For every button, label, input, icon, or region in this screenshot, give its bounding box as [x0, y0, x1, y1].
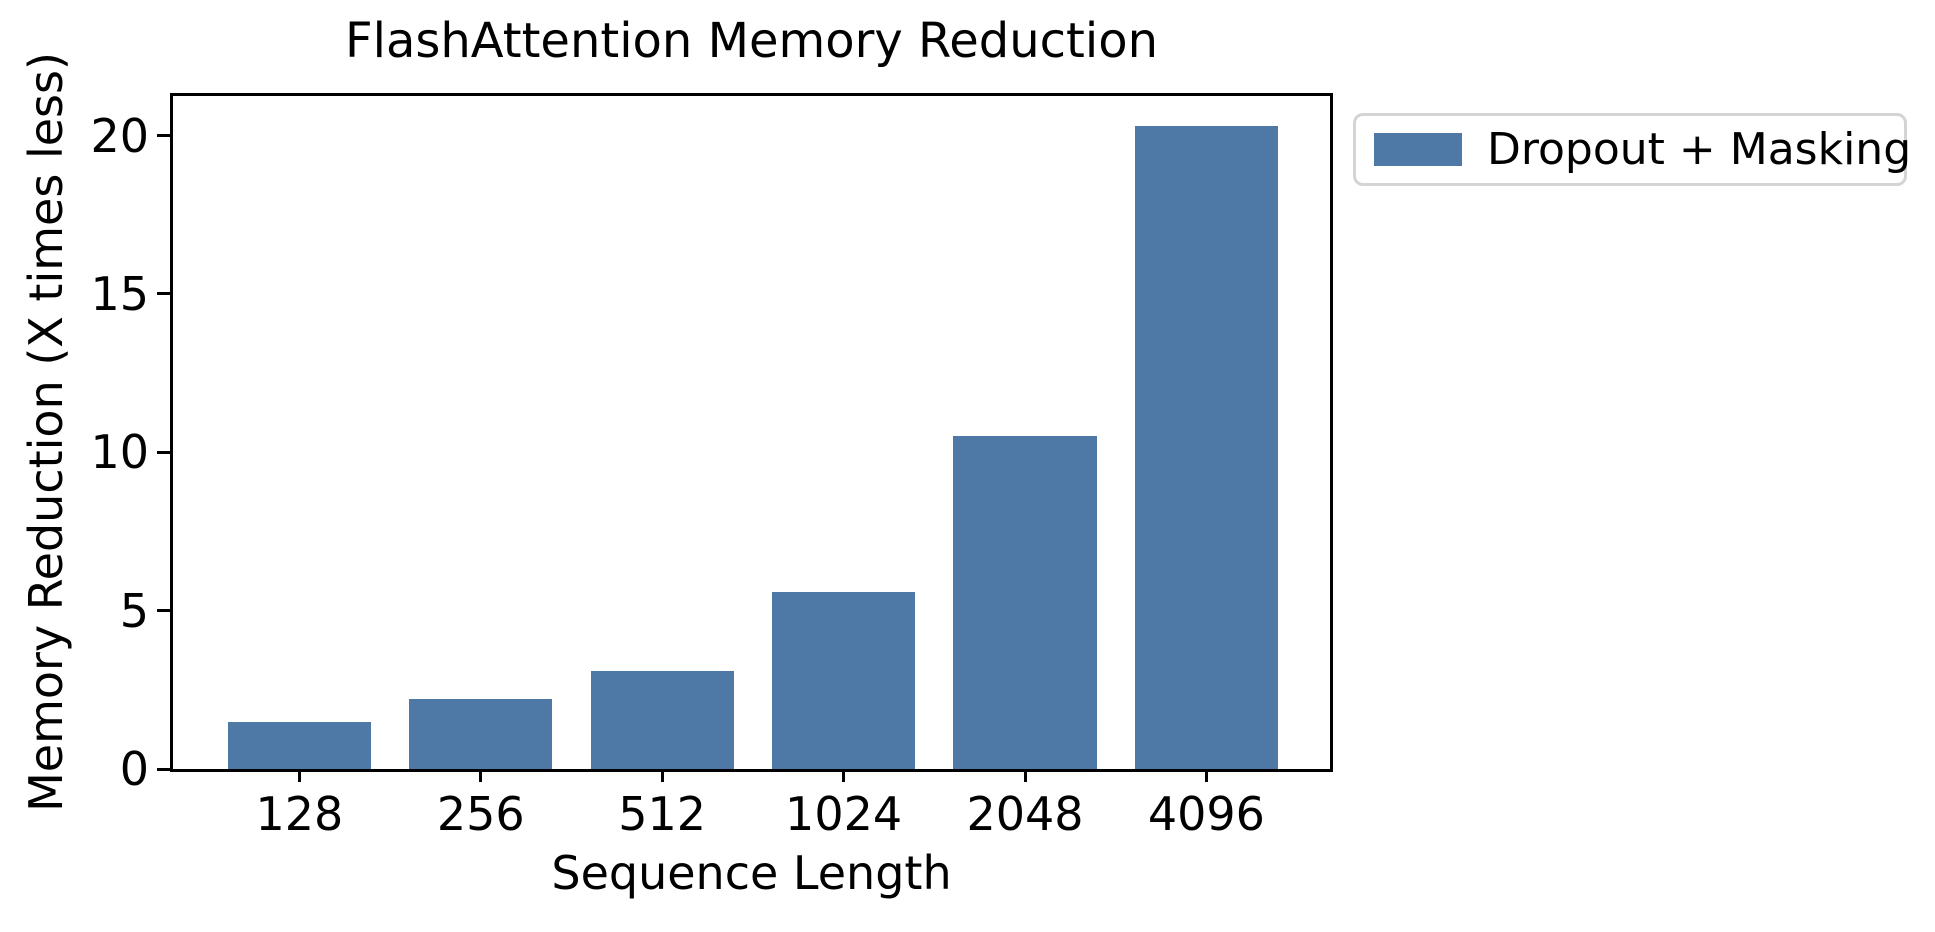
x-tick-mark: [660, 769, 664, 782]
bar-1024: [771, 591, 916, 769]
y-tick-label: 10: [90, 425, 149, 480]
legend-swatch: [1374, 133, 1462, 166]
bar-2048: [953, 436, 1097, 769]
bar-4096: [1134, 126, 1279, 769]
x-tick-mark: [842, 769, 846, 782]
x-tick-mark: [297, 769, 301, 782]
x-tick-label: 128: [255, 787, 344, 841]
y-tick-mark: [157, 767, 170, 771]
y-tick-mark: [157, 609, 170, 613]
y-tick-label: 0: [119, 742, 149, 796]
x-tick-mark: [1204, 769, 1208, 782]
x-tick-label: 2048: [966, 787, 1084, 841]
y-tick-mark: [157, 292, 170, 296]
y-tick-label: 20: [90, 108, 149, 163]
x-tick-label: 256: [436, 787, 525, 841]
x-tick-label: 4096: [1147, 787, 1265, 841]
chart-title: FlashAttention Memory Reduction: [345, 13, 1158, 69]
y-tick-mark: [157, 134, 170, 138]
y-axis-label: Memory Reduction (X times less): [19, 52, 73, 812]
x-axis-label: Sequence Length: [551, 846, 952, 900]
plot-area: 0 5 10 15 20 128 256 512 1024 2048 4096: [90, 93, 1333, 839]
x-tick-label: 1024: [785, 787, 903, 841]
legend: Dropout + Masking: [1353, 113, 1911, 186]
x-tick-label: 512: [618, 787, 707, 841]
y-tick-mark: [157, 450, 170, 454]
bar-128: [227, 721, 371, 769]
bar-256: [409, 699, 553, 769]
x-tick-mark: [479, 769, 483, 782]
y-tick-label: 15: [90, 266, 149, 321]
bar-512: [590, 670, 734, 769]
legend-label: Dropout + Masking: [1487, 123, 1912, 175]
x-tick-mark: [1023, 769, 1027, 782]
bars-layer: [173, 96, 1330, 769]
y-tick-label: 5: [119, 583, 149, 638]
